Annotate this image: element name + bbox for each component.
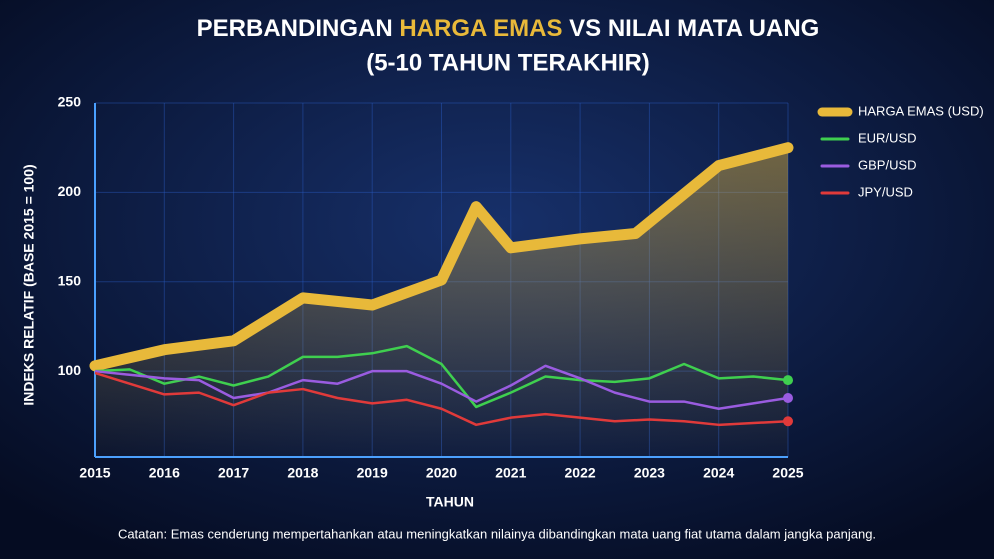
legend-label: HARGA EMAS (USD) [858, 103, 984, 118]
x-tick-label: 2015 [79, 465, 110, 481]
gold-area [95, 147, 788, 458]
note: Catatan: Emas cenderung mempertahankan a… [118, 526, 876, 541]
end-dot [783, 393, 793, 403]
x-tick-label: 2021 [495, 465, 526, 481]
x-tick-label: 2016 [149, 465, 180, 481]
x-axis-label: TAHUN [426, 494, 474, 510]
line [89, 142, 794, 372]
chart-title: PERBANDINGAN HARGA EMAS VS NILAI MATA UA… [197, 15, 820, 42]
x-tick-label: 2024 [703, 465, 734, 481]
legend-label: GBP/USD [858, 157, 917, 172]
x-tick-label: 2017 [218, 465, 249, 481]
legend-label: JPY/USD [858, 184, 913, 199]
chart-subtitle: (5-10 TAHUN TERAKHIR) [366, 49, 650, 76]
x-tick-label: 2023 [634, 465, 665, 481]
y-axis-label: INDEKS RELATIF (BASE 2015 = 100) [21, 164, 37, 405]
line [94, 364, 789, 410]
x-tick-label: 2018 [287, 465, 318, 481]
y-tick-label: 250 [58, 94, 82, 110]
x-tick-label: 2019 [357, 465, 388, 481]
y-tick-label: 100 [58, 362, 82, 378]
line [94, 344, 789, 409]
x-tick-label: 2022 [565, 465, 596, 481]
line [94, 371, 789, 427]
x-tick-label: 2020 [426, 465, 457, 481]
y-tick-label: 150 [58, 272, 82, 288]
end-dot [783, 416, 793, 427]
x-tick-label: 2025 [772, 465, 803, 481]
legend-label: EUR/USD [858, 130, 917, 145]
y-tick-label: 200 [58, 183, 82, 199]
end-dot [783, 375, 793, 386]
